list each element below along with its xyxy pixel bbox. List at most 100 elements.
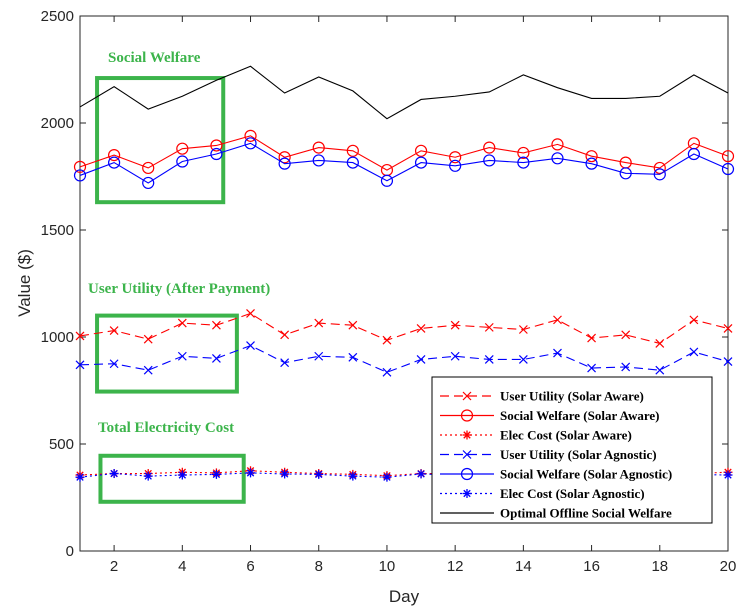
point-s3-14	[553, 348, 562, 358]
legend-item-4: Social Welfare (Solar Agnostic)	[440, 467, 672, 482]
point-s0-19	[723, 324, 733, 333]
x-tick-label-9: 20	[720, 558, 737, 575]
annotation-electricity-cost: Total Electricity Cost	[98, 420, 234, 436]
x-axis-label: Day	[389, 587, 420, 606]
series-3	[75, 341, 733, 377]
legend-label-4: Social Welfare (Solar Agnostic)	[500, 467, 672, 482]
y-tick-label-3: 1500	[41, 222, 74, 239]
legend-item-6: Optimal Offline Social Welfare	[440, 506, 672, 521]
point-s3-4	[211, 353, 221, 363]
point-s4-2	[142, 176, 155, 190]
point-s3-9	[382, 367, 392, 377]
point-s4-13	[517, 156, 530, 169]
point-s0-5	[246, 309, 255, 318]
point-s3-11	[450, 351, 460, 361]
point-s5-3	[177, 470, 187, 480]
legend-items: User Utility (Solar Aware) Social Welfare…	[440, 389, 672, 521]
point-s1-1	[108, 149, 121, 162]
point-s4-5	[244, 137, 257, 150]
legend-item-3: User Utility (Solar Agnostic)	[440, 447, 657, 462]
legend-marker-3	[462, 450, 472, 459]
y-tick-label-4: 2000	[41, 115, 74, 132]
point-s0-4	[211, 320, 221, 330]
x-tick-label-7: 16	[583, 558, 600, 575]
point-s4-7	[312, 154, 325, 167]
point-s1-5	[244, 129, 257, 142]
annotation-boxes	[95, 76, 246, 504]
point-s0-6	[280, 330, 290, 340]
x-tick-label-3: 8	[315, 558, 323, 575]
point-s1-19	[721, 150, 735, 163]
x-tick-label-1: 4	[178, 558, 186, 575]
point-s4-14	[551, 152, 564, 165]
point-s4-15	[585, 157, 598, 170]
point-s0-12	[484, 322, 494, 332]
point-s4-10	[414, 156, 428, 169]
point-s5-6	[280, 469, 290, 479]
point-s0-8	[348, 320, 358, 330]
annotation-labels: Social Welfare User Utility (After Payme…	[88, 50, 270, 436]
point-s0-18	[689, 315, 699, 325]
series-line-0	[79, 312, 729, 345]
point-s5-1	[109, 469, 119, 479]
point-s3-12	[484, 355, 494, 364]
point-s4-9	[380, 174, 394, 187]
point-s1-4	[210, 139, 223, 152]
y-tick-label-2: 1000	[41, 329, 74, 346]
point-s5-4	[211, 469, 221, 479]
point-s3-15	[587, 363, 597, 373]
point-s3-0	[75, 360, 85, 370]
point-s3-13	[518, 355, 528, 364]
point-s0-13	[518, 325, 528, 334]
point-s5-0	[75, 472, 85, 482]
annotation-box-2	[98, 453, 246, 504]
point-s5-5	[246, 468, 256, 478]
legend-item-5: Elec Cost (Solar Agnostic)	[440, 486, 645, 501]
series-6	[79, 65, 729, 120]
annotation-box-1	[95, 313, 239, 394]
legend: User Utility (Solar Aware) Social Welfare…	[431, 376, 713, 524]
point-s3-7	[314, 351, 324, 361]
series-line-6	[79, 65, 729, 120]
point-s1-12	[483, 141, 496, 154]
x-tick-label-0: 2	[110, 558, 118, 575]
x-tick-label-8: 18	[651, 558, 668, 575]
point-s0-15	[587, 333, 597, 343]
point-s0-9	[382, 335, 392, 345]
legend-label-3: User Utility (Solar Agnostic)	[500, 447, 657, 462]
point-s1-13	[517, 146, 530, 160]
point-s3-19	[723, 357, 733, 367]
point-s0-10	[416, 324, 426, 333]
point-s1-3	[176, 142, 189, 155]
annotation-box-0	[95, 76, 226, 205]
point-s3-18	[689, 347, 699, 357]
point-s1-14	[551, 138, 564, 151]
point-s1-2	[142, 161, 155, 175]
point-s4-3	[176, 155, 189, 168]
legend-marker-0	[462, 391, 472, 401]
point-s0-2	[143, 334, 153, 344]
ticks: 2 4 6 8 10 12 14 16 18 20 0 500 1000 1500 2000 2500	[41, 8, 737, 575]
legend-label-1: Social Welfare (Solar Aware)	[500, 408, 659, 423]
legend-item-2: Elec Cost (Solar Aware)	[440, 428, 632, 443]
legend-marker-2	[462, 430, 472, 440]
point-s1-15	[585, 150, 598, 163]
x-tick-label-4: 10	[379, 558, 396, 575]
legend-box	[431, 376, 713, 524]
point-s1-11	[449, 151, 462, 164]
legend-marker-4	[460, 467, 474, 481]
y-tick-label-5: 2500	[41, 8, 74, 25]
point-s0-0	[75, 331, 85, 341]
point-s3-17	[655, 365, 665, 375]
x-tick-label-6: 14	[515, 558, 532, 575]
point-s1-6	[278, 151, 291, 164]
y-axis-label: Value ($)	[15, 249, 34, 317]
point-s1-7	[312, 141, 325, 154]
point-s4-6	[278, 157, 291, 170]
point-s0-16	[621, 330, 631, 340]
point-s3-1	[109, 359, 119, 369]
legend-label-6: Optimal Offline Social Welfare	[500, 506, 672, 521]
point-s4-4	[210, 147, 223, 161]
